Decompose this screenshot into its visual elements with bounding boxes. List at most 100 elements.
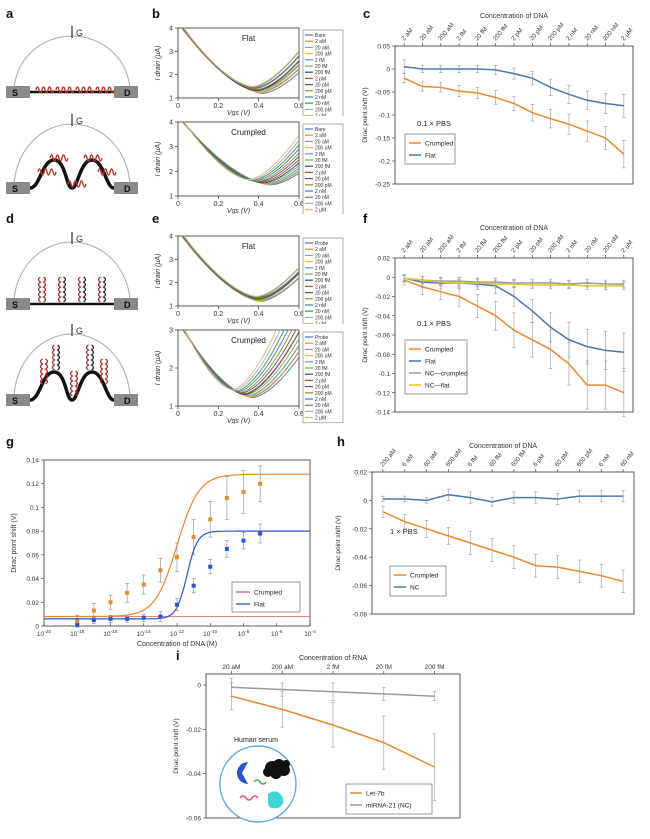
legend-label: 2 pM <box>315 76 326 82</box>
y-tick-label: 0 <box>197 683 201 690</box>
y-tick-label: -0.02 <box>375 294 390 301</box>
legend-label: 20 nM <box>315 101 329 107</box>
y-tick-label: 3 <box>169 49 173 56</box>
x-tick-label: 0 <box>176 201 180 208</box>
category-label: 60 fM <box>488 452 503 469</box>
category-label: 600 fM <box>510 449 528 468</box>
y-axis-label: I drain (µA) <box>155 46 162 81</box>
iv-curve <box>182 28 299 91</box>
plot-frame <box>371 471 635 615</box>
iv-curve <box>183 236 299 297</box>
target-strand <box>102 276 107 303</box>
iv-curve <box>183 122 299 182</box>
drain-pad <box>114 298 138 310</box>
iv-curve <box>182 122 299 184</box>
legend-label: 200 nM <box>315 201 332 207</box>
source-pad <box>6 298 30 310</box>
legend-label: Flat <box>425 359 436 366</box>
legend-label: 200 nM <box>315 315 332 321</box>
ssdna-probe <box>55 86 75 94</box>
source-label: S <box>12 300 18 310</box>
curve-group <box>182 330 299 399</box>
legend-label: 200 nM <box>315 409 332 415</box>
top-axis-title: Concentration of DNA <box>469 443 537 450</box>
target-strand <box>74 370 79 397</box>
panel-label-a: a <box>6 6 14 21</box>
y-tick-label: 3 <box>169 257 173 264</box>
panel-label-g: g <box>6 434 14 449</box>
iv-curve <box>183 330 297 394</box>
schematic-flat-hybrid: G S D <box>6 232 138 310</box>
category-label: 600 pM <box>576 448 595 469</box>
source-label: S <box>12 88 18 98</box>
legend-label: 2 µM <box>315 208 326 214</box>
y-tick-label: 0.02 <box>26 600 39 607</box>
legend-label: 200 pM <box>315 183 332 189</box>
legend-label: 2 aM <box>315 133 326 139</box>
category-label: 600 aM <box>445 448 464 469</box>
electrolyte-dome <box>13 35 131 93</box>
plot-frame <box>177 27 300 99</box>
panel-label-e: e <box>152 211 160 226</box>
y-axis-label: I drain (µA) <box>155 351 162 386</box>
y-tick-label: -0.25 <box>375 182 390 189</box>
drain-pad <box>114 394 138 406</box>
legend-label: 2 µM <box>315 114 326 116</box>
panel-label-b: b <box>152 6 160 21</box>
legend-label: 200 aM <box>315 260 332 266</box>
data-marker <box>141 615 146 620</box>
data-marker <box>241 490 246 495</box>
crumpled-graphene <box>29 370 115 402</box>
top-axis-title: Concentration of RNA <box>299 655 367 662</box>
y-tick-label: 1 <box>169 194 173 201</box>
y-axis-label: Dirac point shift (V) <box>11 513 18 573</box>
top-axis-title: Concentration of DNA <box>480 13 548 20</box>
annotation: 1 × PBS <box>390 527 418 536</box>
legend-box <box>404 133 456 165</box>
category-label: 2 pM <box>510 239 524 254</box>
probe-strand <box>97 276 102 303</box>
legend-label: NC—flat <box>425 383 450 390</box>
probe-strand <box>85 344 90 371</box>
y-tick-label: -0.06 <box>375 333 390 340</box>
chart-b-flat: 0 0.2 0.4 0.6 1 2 3 4 Vgs (V) I drain (µA) Flat Bar… <box>155 26 344 116</box>
x-tick-label: 10-20 <box>37 629 51 638</box>
legend-box <box>389 565 447 597</box>
y-tick-label: -0.06 <box>186 816 201 823</box>
x-tick-label: 10-6 <box>271 629 283 638</box>
legend-label: Crumpled <box>254 590 283 597</box>
y-tick-label: 3 <box>169 144 173 151</box>
legend-label: Crumpled <box>425 141 454 148</box>
category-label: 60 aM <box>423 450 440 468</box>
legend-box <box>231 581 301 613</box>
iv-curve <box>183 330 281 391</box>
drain-label: D <box>124 88 131 98</box>
category-label: 2 µM <box>620 27 634 42</box>
data-marker <box>75 622 80 627</box>
legend-label: 2 fM <box>315 360 325 366</box>
target-strand <box>62 276 67 303</box>
target-strand <box>44 358 49 385</box>
category-label: 200 aM <box>437 22 456 43</box>
category-label: 200 aM <box>271 664 293 671</box>
series-line <box>382 493 624 503</box>
target-strand <box>42 276 47 303</box>
legend-label: 20 fM <box>315 366 328 372</box>
data-marker <box>258 531 263 536</box>
legend-label: NC—crumpled <box>425 371 468 378</box>
y-tick-label: 0.04 <box>26 576 39 583</box>
legend-label: 200 aM <box>315 146 332 152</box>
chart-i: Concentration of RNA 20 aM 200 aM 2 fM 20 fM… <box>173 655 461 823</box>
legend-label: 20 fM <box>315 64 328 70</box>
chart-e-flat: 0 0.2 0.4 0.6 1 2 3 4 Vgs (V) I drain (µA) Flat Pro… <box>155 234 344 324</box>
category-label: 20 fM <box>474 26 489 43</box>
x-tick-label: 10-10 <box>203 629 217 638</box>
ssdna-probe <box>37 168 57 176</box>
legend-label: 2 aM <box>315 247 326 253</box>
chart-h: Concentration of DNA 200 aM 6 aM 60 aM 600 a… <box>335 443 636 619</box>
schematic-crumpled-hybrid: G S D <box>6 324 138 406</box>
y-tick-label: 1 <box>169 304 173 311</box>
y-axis-label: Dirac point shift (V) <box>362 87 369 142</box>
y-axis-label: Dirac point shift (V) <box>362 307 369 362</box>
probe-strand <box>99 358 104 385</box>
